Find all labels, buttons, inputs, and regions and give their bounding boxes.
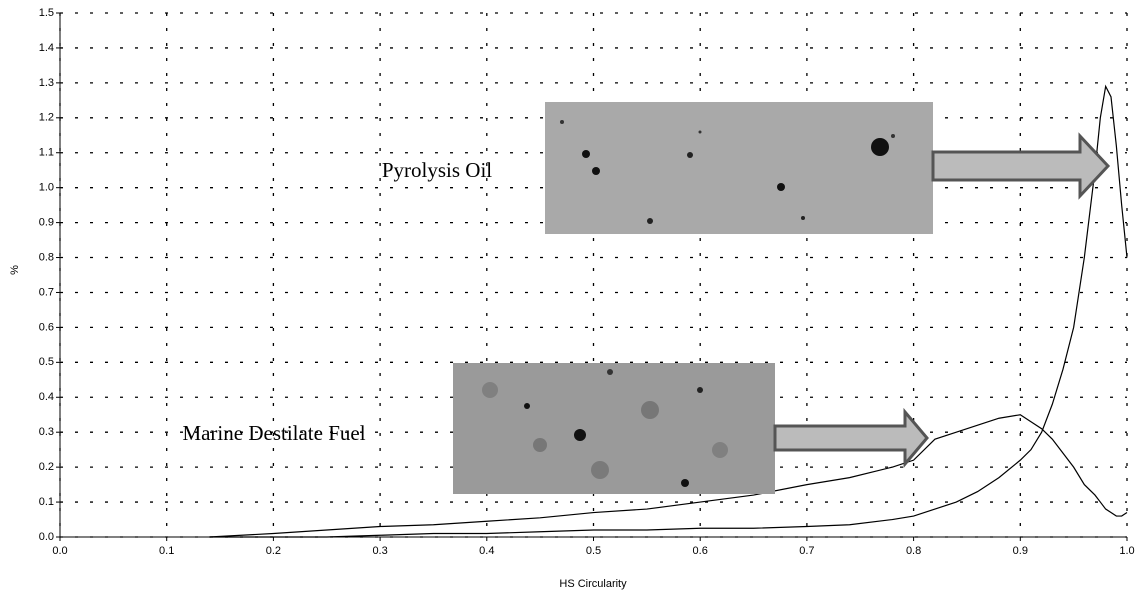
x-tick-label: 0.0 <box>52 545 67 557</box>
y-tick-label: 1.5 <box>39 7 54 19</box>
annotation: Marine Destilate Fuel <box>182 421 365 445</box>
x-tick-label: 0.1 <box>159 545 174 557</box>
y-tick-label: 0.6 <box>39 321 54 333</box>
y-tick-label: 0.9 <box>39 217 54 229</box>
y-tick-label: 0.3 <box>39 426 54 438</box>
x-axis-label: HS Circularity <box>559 578 627 590</box>
pyrolysis-image <box>545 102 933 234</box>
series-line <box>209 84 1128 538</box>
arrow <box>773 407 929 469</box>
y-axis-label: % <box>9 265 21 275</box>
y-tick-label: 0.8 <box>39 251 54 263</box>
y-tick-label: 0.0 <box>39 531 54 543</box>
arrow <box>931 132 1111 200</box>
x-tick-label: 0.3 <box>372 545 387 557</box>
y-tick-label: 1.0 <box>39 182 54 194</box>
marine-image <box>453 363 775 494</box>
y-tick-label: 0.2 <box>39 461 54 473</box>
y-tick-label: 0.5 <box>39 356 54 368</box>
x-tick-label: 0.5 <box>586 545 601 557</box>
x-tick-label: 0.2 <box>266 545 281 557</box>
y-tick-label: 0.1 <box>39 496 54 508</box>
y-tick-label: 1.3 <box>39 77 54 89</box>
x-tick-label: 0.8 <box>906 545 921 557</box>
annotation: Pyrolysis Oil <box>382 158 492 182</box>
series-line <box>209 414 1128 538</box>
y-tick-label: 0.7 <box>39 286 54 298</box>
y-tick-label: 1.1 <box>39 147 54 159</box>
y-tick-label: 1.2 <box>39 112 54 124</box>
y-tick-label: 0.4 <box>39 391 54 403</box>
x-tick-label: 0.6 <box>693 545 708 557</box>
x-tick-label: 0.9 <box>1013 545 1028 557</box>
x-tick-label: 0.7 <box>799 545 814 557</box>
x-tick-label: 0.4 <box>479 545 494 557</box>
x-tick-label: 1.0 <box>1119 545 1134 557</box>
y-tick-label: 1.4 <box>39 42 54 54</box>
